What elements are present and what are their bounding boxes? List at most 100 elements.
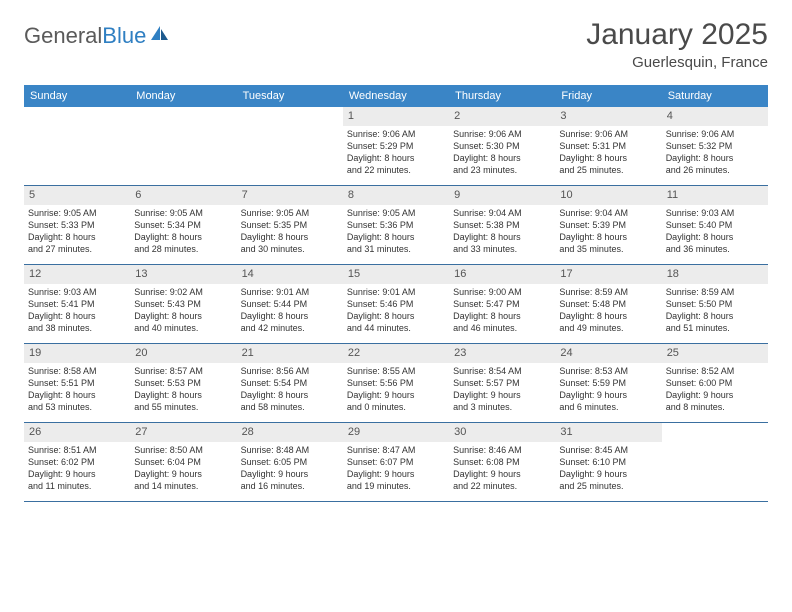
calendar-day-cell: 4 Sunrise: 9:06 AMSunset: 5:32 PMDaylight… — [662, 107, 768, 185]
month-title: January 2025 — [586, 18, 768, 52]
title-block: January 2025 Guerlesquin, France — [586, 18, 768, 71]
calendar-week-row: 12 Sunrise: 9:03 AMSunset: 5:41 PMDayligh… — [24, 265, 768, 344]
calendar-day-cell: 22 Sunrise: 8:55 AMSunset: 5:56 PMDayligh… — [343, 344, 449, 422]
day-details: Sunrise: 8:47 AMSunset: 6:07 PMDaylight:… — [347, 444, 445, 493]
calendar-day-cell: 18Sunrise: 8:59 AMSunset: 5:50 PMDayligh… — [662, 265, 768, 343]
day-details: Sunrise: 9:00 AMSunset: 5:47 PMDaylight:… — [453, 286, 551, 335]
day-number: 8 — [343, 186, 449, 205]
day-number: 14 — [237, 265, 343, 284]
calendar-day-cell: 12 Sunrise: 9:03 AMSunset: 5:41 PMDayligh… — [24, 265, 130, 343]
day-number: 18 — [662, 265, 768, 284]
day-number: 4 — [662, 107, 768, 126]
calendar-day-cell: 8 Sunrise: 9:05 AMSunset: 5:36 PMDaylight… — [343, 186, 449, 264]
day-details: Sunrise: 8:58 AMSunset: 5:51 PMDaylight:… — [28, 365, 126, 414]
day-details: Sunrise: 9:06 AMSunset: 5:31 PMDaylight:… — [559, 128, 657, 177]
day-number: 1 — [343, 107, 449, 126]
weekday-header-cell: Tuesday — [237, 85, 343, 107]
weekday-header-cell: Sunday — [24, 85, 130, 107]
day-details: Sunrise: 9:05 AMSunset: 5:33 PMDaylight:… — [28, 207, 126, 256]
day-details: Sunrise: 9:06 AMSunset: 5:30 PMDaylight:… — [453, 128, 551, 177]
calendar-day-cell: 7 Sunrise: 9:05 AMSunset: 5:35 PMDaylight… — [237, 186, 343, 264]
day-number: 10 — [555, 186, 661, 205]
weekday-header-cell: Friday — [555, 85, 661, 107]
day-details: Sunrise: 8:55 AMSunset: 5:56 PMDaylight:… — [347, 365, 445, 414]
calendar-week-row: 26 Sunrise: 8:51 AMSunset: 6:02 PMDayligh… — [24, 423, 768, 502]
calendar-day-cell: 30 Sunrise: 8:46 AMSunset: 6:08 PMDayligh… — [449, 423, 555, 501]
day-details: Sunrise: 8:51 AMSunset: 6:02 PMDaylight:… — [28, 444, 126, 493]
day-number: 6 — [130, 186, 236, 205]
day-details: Sunrise: 9:04 AMSunset: 5:39 PMDaylight:… — [559, 207, 657, 256]
calendar-day-cell: 16 Sunrise: 9:00 AMSunset: 5:47 PMDayligh… — [449, 265, 555, 343]
day-details: Sunrise: 8:53 AMSunset: 5:59 PMDaylight:… — [559, 365, 657, 414]
day-number: 3 — [555, 107, 661, 126]
day-details: Sunrise: 9:05 AMSunset: 5:36 PMDaylight:… — [347, 207, 445, 256]
logo: GeneralBlue — [24, 18, 171, 50]
calendar-week-row: 19 Sunrise: 8:58 AMSunset: 5:51 PMDayligh… — [24, 344, 768, 423]
calendar-day-cell: 24 Sunrise: 8:53 AMSunset: 5:59 PMDayligh… — [555, 344, 661, 422]
calendar-day-cell: 11 Sunrise: 9:03 AMSunset: 5:40 PMDayligh… — [662, 186, 768, 264]
day-number: 28 — [237, 423, 343, 442]
day-number: 17 — [555, 265, 661, 284]
page-header: GeneralBlue January 2025 Guerlesquin, Fr… — [24, 18, 768, 71]
day-number: 26 — [24, 423, 130, 442]
weekday-header-cell: Saturday — [662, 85, 768, 107]
calendar-day-cell: 10 Sunrise: 9:04 AMSunset: 5:39 PMDayligh… — [555, 186, 661, 264]
day-number: 25 — [662, 344, 768, 363]
location-text: Guerlesquin, France — [586, 54, 768, 71]
logo-sail-icon — [149, 22, 171, 48]
day-number: 19 — [24, 344, 130, 363]
calendar-day-cell: 19 Sunrise: 8:58 AMSunset: 5:51 PMDayligh… — [24, 344, 130, 422]
day-details: Sunrise: 9:06 AMSunset: 5:32 PMDaylight:… — [666, 128, 764, 177]
logo-text-1: General — [24, 23, 102, 49]
day-details: Sunrise: 8:46 AMSunset: 6:08 PMDaylight:… — [453, 444, 551, 493]
day-details: Sunrise: 8:45 AMSunset: 6:10 PMDaylight:… — [559, 444, 657, 493]
day-number: 21 — [237, 344, 343, 363]
day-details: Sunrise: 9:06 AMSunset: 5:29 PMDaylight:… — [347, 128, 445, 177]
day-number: 13 — [130, 265, 236, 284]
day-details: Sunrise: 9:03 AMSunset: 5:40 PMDaylight:… — [666, 207, 764, 256]
day-details: Sunrise: 9:02 AMSunset: 5:43 PMDaylight:… — [134, 286, 232, 335]
calendar-grid: SundayMondayTuesdayWednesdayThursdayFrid… — [24, 85, 768, 502]
day-number: 20 — [130, 344, 236, 363]
day-number: 2 — [449, 107, 555, 126]
day-number: 29 — [343, 423, 449, 442]
calendar-day-cell: 9Sunrise: 9:04 AMSunset: 5:38 PMDaylight… — [449, 186, 555, 264]
day-details: Sunrise: 8:52 AMSunset: 6:00 PMDaylight:… — [666, 365, 764, 414]
calendar-day-cell: 13 Sunrise: 9:02 AMSunset: 5:43 PMDayligh… — [130, 265, 236, 343]
day-number: 16 — [449, 265, 555, 284]
calendar-week-row: ...1Sunrise: 9:06 AMSunset: 5:29 PMDayli… — [24, 107, 768, 186]
day-details: Sunrise: 9:03 AMSunset: 5:41 PMDaylight:… — [28, 286, 126, 335]
day-number: 12 — [24, 265, 130, 284]
day-details: Sunrise: 8:54 AMSunset: 5:57 PMDaylight:… — [453, 365, 551, 414]
day-details: Sunrise: 9:05 AMSunset: 5:34 PMDaylight:… — [134, 207, 232, 256]
day-number: 30 — [449, 423, 555, 442]
day-number: 15 — [343, 265, 449, 284]
day-number: 24 — [555, 344, 661, 363]
weekday-header-row: SundayMondayTuesdayWednesdayThursdayFrid… — [24, 85, 768, 107]
weekday-header-cell: Thursday — [449, 85, 555, 107]
calendar-day-cell: . — [130, 107, 236, 185]
weekday-header-cell: Monday — [130, 85, 236, 107]
calendar-day-cell: . — [237, 107, 343, 185]
day-number: 22 — [343, 344, 449, 363]
calendar-day-cell: 6 Sunrise: 9:05 AMSunset: 5:34 PMDaylight… — [130, 186, 236, 264]
day-number: 31 — [555, 423, 661, 442]
calendar-day-cell: 17Sunrise: 8:59 AMSunset: 5:48 PMDayligh… — [555, 265, 661, 343]
day-details: Sunrise: 9:05 AMSunset: 5:35 PMDaylight:… — [241, 207, 339, 256]
calendar-day-cell: 28 Sunrise: 8:48 AMSunset: 6:05 PMDayligh… — [237, 423, 343, 501]
day-number: 11 — [662, 186, 768, 205]
day-number: 5 — [24, 186, 130, 205]
calendar-day-cell: 20 Sunrise: 8:57 AMSunset: 5:53 PMDayligh… — [130, 344, 236, 422]
day-details: Sunrise: 8:48 AMSunset: 6:05 PMDaylight:… — [241, 444, 339, 493]
day-details: Sunrise: 8:56 AMSunset: 5:54 PMDaylight:… — [241, 365, 339, 414]
calendar-week-row: 5 Sunrise: 9:05 AMSunset: 5:33 PMDaylight… — [24, 186, 768, 265]
day-details: Sunrise: 9:04 AMSunset: 5:38 PMDaylight:… — [453, 207, 551, 256]
calendar-day-cell: 5 Sunrise: 9:05 AMSunset: 5:33 PMDaylight… — [24, 186, 130, 264]
weekday-header-cell: Wednesday — [343, 85, 449, 107]
day-number: 7 — [237, 186, 343, 205]
calendar-day-cell: 14Sunrise: 9:01 AMSunset: 5:44 PMDayligh… — [237, 265, 343, 343]
calendar-day-cell: 3 Sunrise: 9:06 AMSunset: 5:31 PMDaylight… — [555, 107, 661, 185]
day-details: Sunrise: 9:01 AMSunset: 5:46 PMDaylight:… — [347, 286, 445, 335]
calendar-day-cell: . — [662, 423, 768, 501]
day-details: Sunrise: 8:57 AMSunset: 5:53 PMDaylight:… — [134, 365, 232, 414]
